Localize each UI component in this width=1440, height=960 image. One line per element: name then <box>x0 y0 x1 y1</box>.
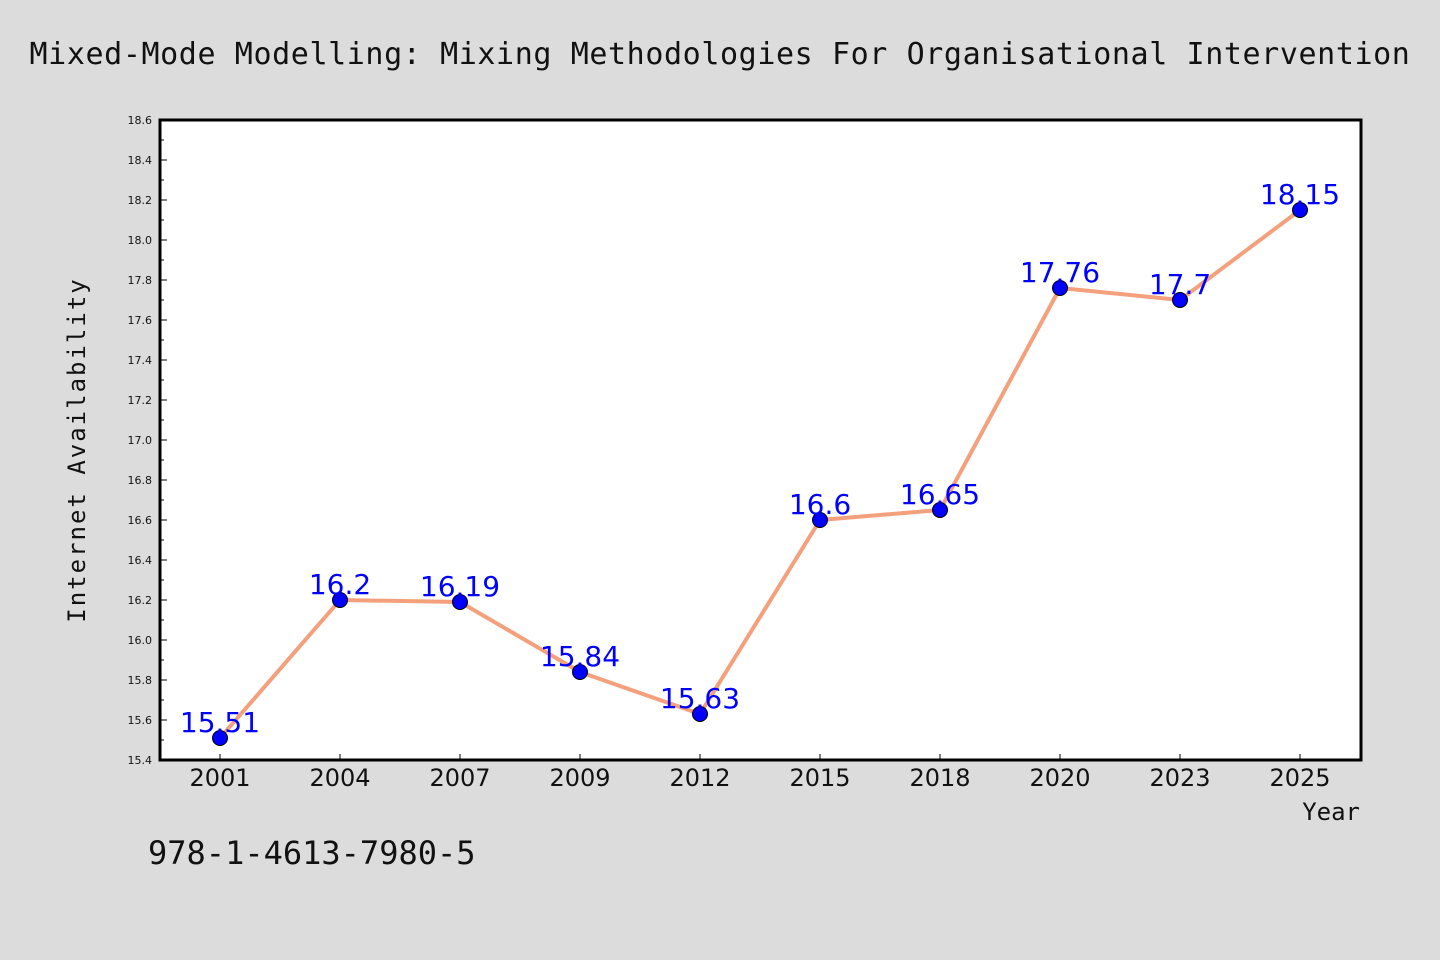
data-label: 18.15 <box>1260 178 1340 211</box>
data-point <box>692 706 708 722</box>
y-tick-label: 17.0 <box>128 434 153 447</box>
x-tick-label: 2007 <box>429 764 490 792</box>
y-tick-label: 16.8 <box>128 474 153 487</box>
y-tick-label: 15.6 <box>128 714 153 727</box>
data-point <box>812 512 828 528</box>
data-label: 17.7 <box>1149 268 1211 301</box>
data-label: 16.65 <box>900 478 980 511</box>
data-point <box>212 730 228 746</box>
plot-area <box>160 120 1361 760</box>
y-axis-label: Internet Availability <box>63 277 91 622</box>
y-tick-label: 16.0 <box>128 634 153 647</box>
x-tick-label: 2018 <box>909 764 970 792</box>
plot-frame <box>158 118 1363 762</box>
data-label: 17.76 <box>1020 256 1100 289</box>
x-tick-label: 2001 <box>189 764 250 792</box>
data-point <box>452 594 468 610</box>
x-tick-label: 2015 <box>789 764 850 792</box>
y-tick-label: 15.8 <box>128 674 153 687</box>
data-point <box>1292 202 1308 218</box>
data-label: 16.19 <box>420 570 500 603</box>
x-axis-ticks: 2001 2004 2007 2009 2012 2015 2018 2020 2023 2025 <box>189 754 1331 792</box>
data-point <box>932 502 948 518</box>
x-tick-label: 2012 <box>669 764 730 792</box>
y-tick-label: 17.2 <box>128 394 153 407</box>
data-label: 15.51 <box>180 706 260 739</box>
data-label: 15.63 <box>660 682 740 715</box>
data-label: 16.2 <box>309 568 371 601</box>
x-tick-label: 2025 <box>1269 764 1330 792</box>
y-axis-ticks: 15.4 15.6 15.8 16.0 16.2 16.4 16.6 16.8 17.0 17.2… <box>128 114 167 767</box>
y-tick-label: 18.0 <box>128 234 153 247</box>
x-axis-label: Year <box>1302 798 1360 826</box>
data-label: 16.6 <box>789 488 851 521</box>
data-point <box>1172 292 1188 308</box>
y-tick-label: 17.4 <box>128 354 153 367</box>
data-point <box>1052 280 1068 296</box>
data-label: 15.84 <box>540 640 620 673</box>
y-tick-label: 17.6 <box>128 314 153 327</box>
x-tick-label: 2009 <box>549 764 610 792</box>
y-tick-label: 18.2 <box>128 194 153 207</box>
y-tick-label: 18.4 <box>128 154 153 167</box>
footnote-isbn: 978-1-4613-7980-5 <box>148 834 476 872</box>
x-tick-label: 2004 <box>309 764 370 792</box>
y-tick-label: 15.4 <box>128 754 153 767</box>
y-tick-label: 16.2 <box>128 594 153 607</box>
data-point <box>332 592 348 608</box>
y-tick-label: 16.4 <box>128 554 153 567</box>
chart-title: Mixed-Mode Modelling: Mixing Methodologi… <box>30 37 1411 72</box>
y-tick-label: 16.6 <box>128 514 153 527</box>
series-line-group: 15.51 16.2 16.19 15.84 15.63 16.6 16.65 17.76 17… <box>180 178 1340 746</box>
x-tick-label: 2023 <box>1149 764 1210 792</box>
y-tick-label: 18.6 <box>128 114 153 127</box>
data-point <box>572 664 588 680</box>
x-tick-label: 2020 <box>1029 764 1090 792</box>
series-line <box>218 208 1302 740</box>
y-tick-label: 17.8 <box>128 274 153 287</box>
